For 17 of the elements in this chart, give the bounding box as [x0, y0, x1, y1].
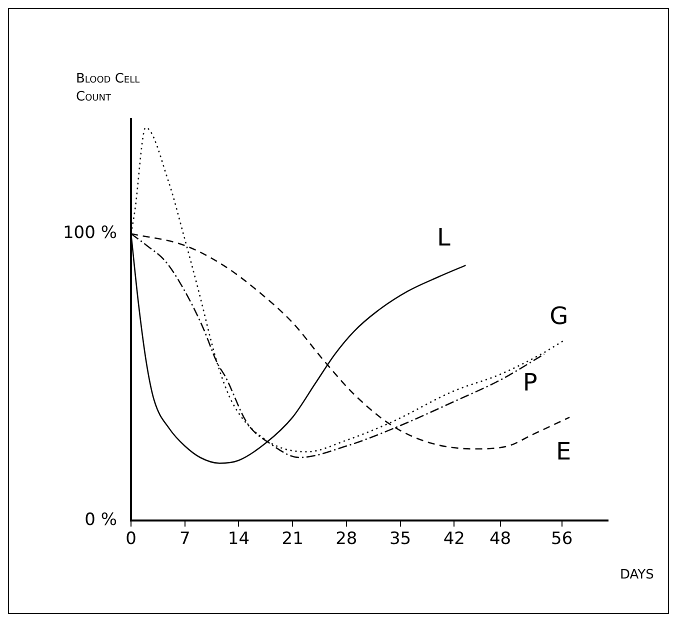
x-tick-label: 42 — [443, 529, 465, 550]
x-tick-label: 21 — [282, 529, 304, 550]
x-tick-label: 48 — [489, 529, 512, 550]
x-tick-label: 28 — [336, 529, 358, 550]
y-tick-label: 0 % — [84, 510, 118, 530]
y-tick-label: 100 % — [62, 223, 118, 244]
x-axis-title: DAYS — [620, 567, 654, 582]
y-axis-title: Blood Cell Count — [76, 71, 140, 104]
x-tick-label: 7 — [179, 529, 190, 550]
x-tick-label: 35 — [389, 529, 412, 550]
x-tick-label: 0 — [126, 529, 136, 550]
x-tick-label: 56 — [551, 529, 573, 550]
series-label: G — [550, 302, 568, 330]
series-label: P — [522, 368, 538, 396]
series-label: L — [436, 224, 451, 252]
series-label: E — [556, 438, 572, 466]
x-tick-label: 14 — [228, 529, 250, 550]
